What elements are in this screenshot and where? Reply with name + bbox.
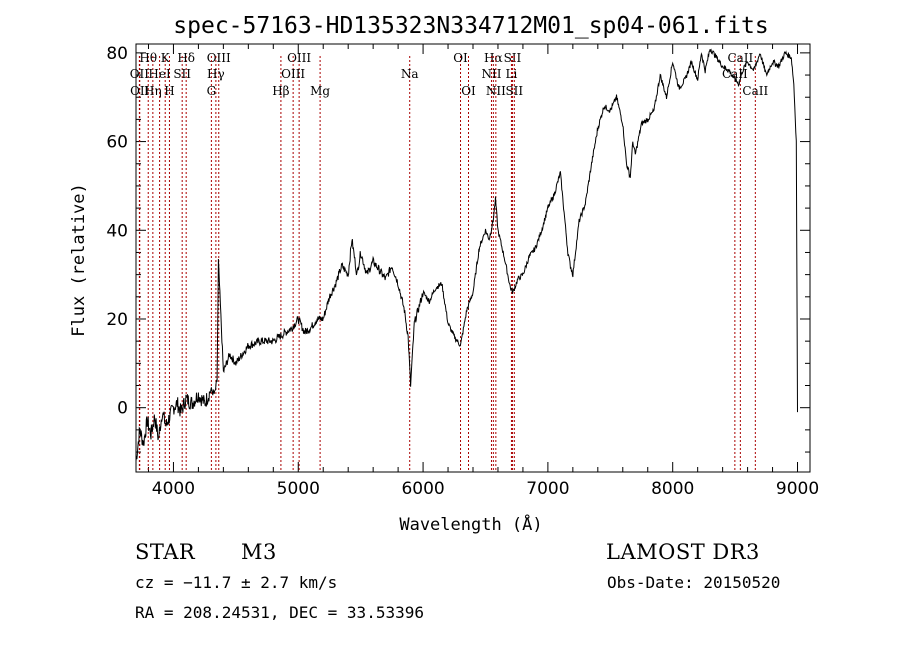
observation-date: Obs-Date: 20150520: [607, 573, 781, 592]
x-axis-label: Wavelength (Å): [399, 513, 542, 535]
line-label: HeI: [148, 67, 171, 81]
redshift-value: cz = −11.7 ± 2.7 km/s: [135, 573, 338, 592]
plot-frame: [135, 43, 811, 473]
object-type: STAR: [135, 540, 196, 564]
coordinates: RA = 208.24531, DEC = 33.53396: [135, 603, 424, 622]
y-axis-label: Flux (relative): [69, 183, 89, 337]
line-label: H: [164, 84, 174, 98]
survey-name: LAMOST DR3: [606, 540, 760, 564]
y-tick-label: 20: [106, 310, 128, 330]
line-label: G: [207, 84, 217, 98]
x-tick-label: 4000: [152, 479, 195, 499]
line-label: SII: [504, 51, 522, 65]
line-label: NII: [481, 67, 501, 81]
line-label: Hη: [144, 84, 162, 98]
x-tick-label: 7000: [526, 479, 569, 499]
line-label: SII: [173, 67, 191, 81]
line-label: OI: [453, 51, 468, 65]
line-label: OIII: [281, 67, 305, 81]
line-label: SII: [505, 84, 523, 98]
y-tick-label: 0: [117, 399, 128, 419]
line-label: CaII: [727, 51, 753, 65]
line-label: NII: [486, 84, 506, 98]
line-label: Hα: [484, 51, 503, 65]
spectral-subclass: M3: [241, 540, 277, 564]
line-label: Mg: [310, 84, 330, 98]
line-label: CaII: [742, 84, 768, 98]
line-label: OII: [130, 84, 150, 98]
spectrum-line: [135, 48, 798, 462]
line-label: OIII: [287, 51, 311, 65]
line-label: OI: [461, 84, 476, 98]
line-label: Hγ: [207, 67, 225, 81]
plot-area: 4000 5000 6000 7000 8000 9000 0 20 40 60 80 Hθ OII OI…: [106, 43, 819, 499]
line-label: Hδ: [177, 51, 195, 65]
x-tick-label: 6000: [401, 479, 444, 499]
y-tick-label: 40: [106, 221, 128, 241]
line-label: Hθ: [139, 51, 157, 65]
line-label: Li: [506, 67, 518, 81]
x-tick-label: 5000: [277, 479, 320, 499]
line-label: OIII: [207, 51, 231, 65]
x-tick-label: 9000: [776, 479, 819, 499]
chart-title: spec-57163-HD135323N334712M01_sp04-061.f…: [173, 13, 768, 39]
line-label: Hβ: [272, 84, 289, 98]
x-tick-label: 8000: [651, 479, 694, 499]
y-tick-label: 80: [106, 44, 128, 64]
y-tick-label: 60: [106, 133, 128, 153]
line-label: Na: [401, 67, 419, 81]
line-label: K: [161, 51, 171, 65]
